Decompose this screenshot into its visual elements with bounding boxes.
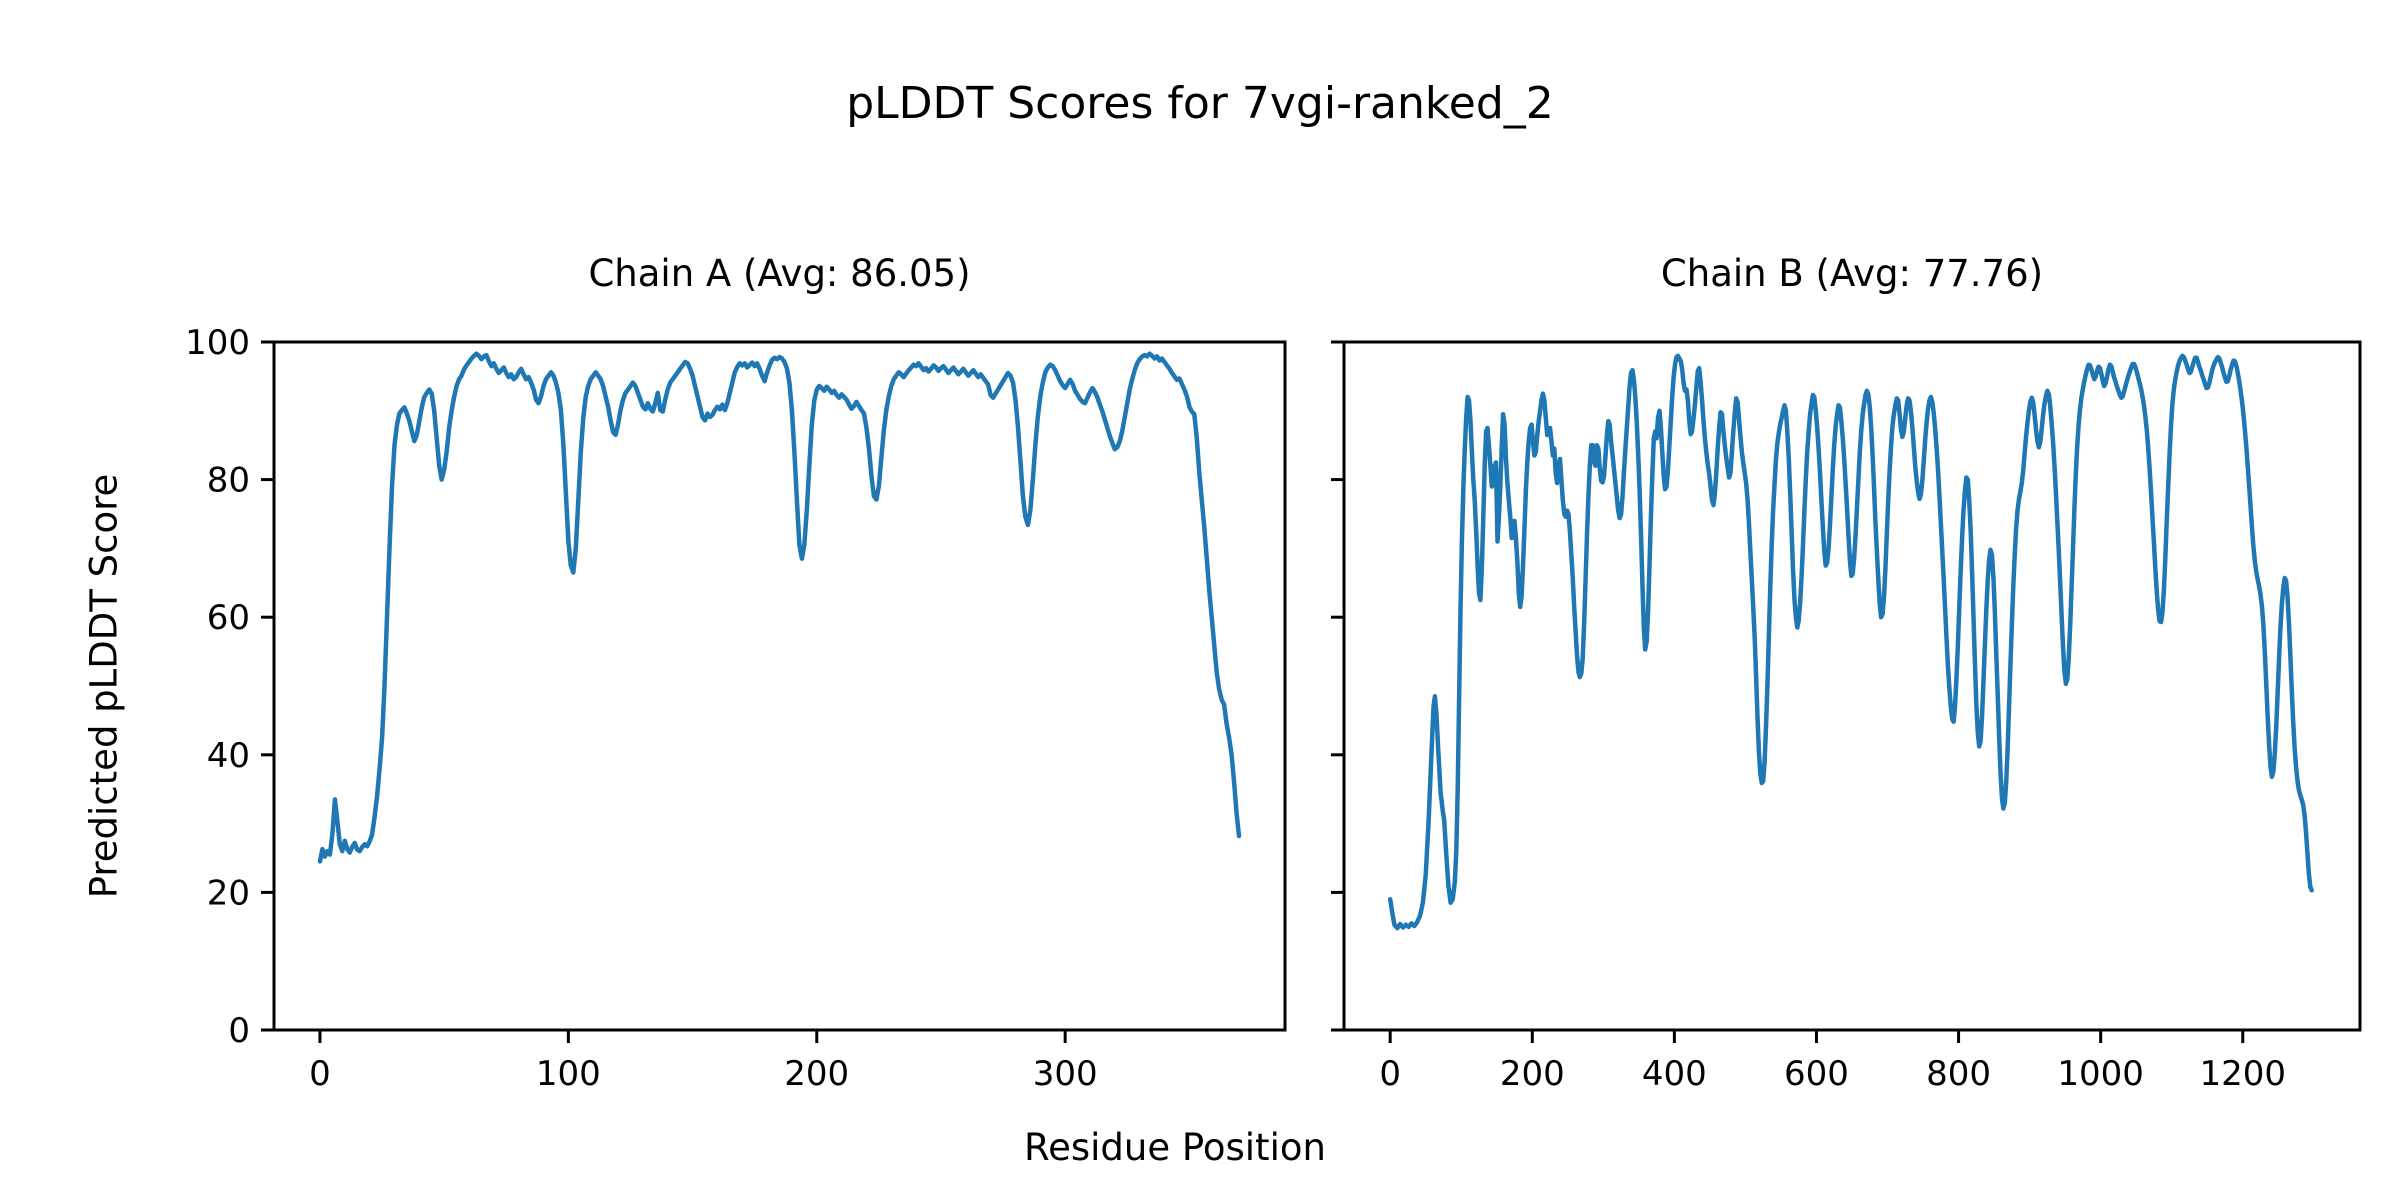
- x-tick-label: 300: [1033, 1054, 1098, 1094]
- y-tick-label: 40: [207, 736, 250, 776]
- x-tick-label: 0: [1379, 1054, 1401, 1094]
- chain-b-subplot-title: Chain B (Avg: 77.76): [1660, 252, 2044, 295]
- x-tick-label: 0: [309, 1054, 331, 1094]
- axes-spines: [272, 340, 1287, 1032]
- plddt-line-chain-a: [317, 351, 1242, 864]
- figure-title: pLDDT Scores for 7vgi-ranked_2: [846, 78, 1554, 129]
- plddt-line-chain-b: [1387, 353, 2314, 931]
- x-tick-label: 1000: [2057, 1054, 2144, 1094]
- y-tick-label: 100: [185, 323, 250, 363]
- x-axis-label: Residue Position: [1024, 1126, 1326, 1169]
- x-tick-label: 1200: [2200, 1054, 2287, 1094]
- x-tick-label: 800: [1926, 1054, 1991, 1094]
- x-tick-label: 400: [1642, 1054, 1707, 1094]
- y-tick-label: 20: [207, 873, 250, 913]
- x-tick-label: 200: [1500, 1054, 1565, 1094]
- x-tick-label: 200: [784, 1054, 849, 1094]
- x-tick-label: 600: [1784, 1054, 1849, 1094]
- axes-spines: [1342, 340, 2362, 1032]
- y-tick-label: 80: [207, 461, 250, 501]
- chain-a-subplot-title: Chain A (Avg: 86.05): [588, 252, 971, 295]
- y-tick-label: 60: [207, 598, 250, 638]
- x-tick-label: 100: [536, 1054, 601, 1094]
- y-tick-label: 0: [228, 1011, 250, 1051]
